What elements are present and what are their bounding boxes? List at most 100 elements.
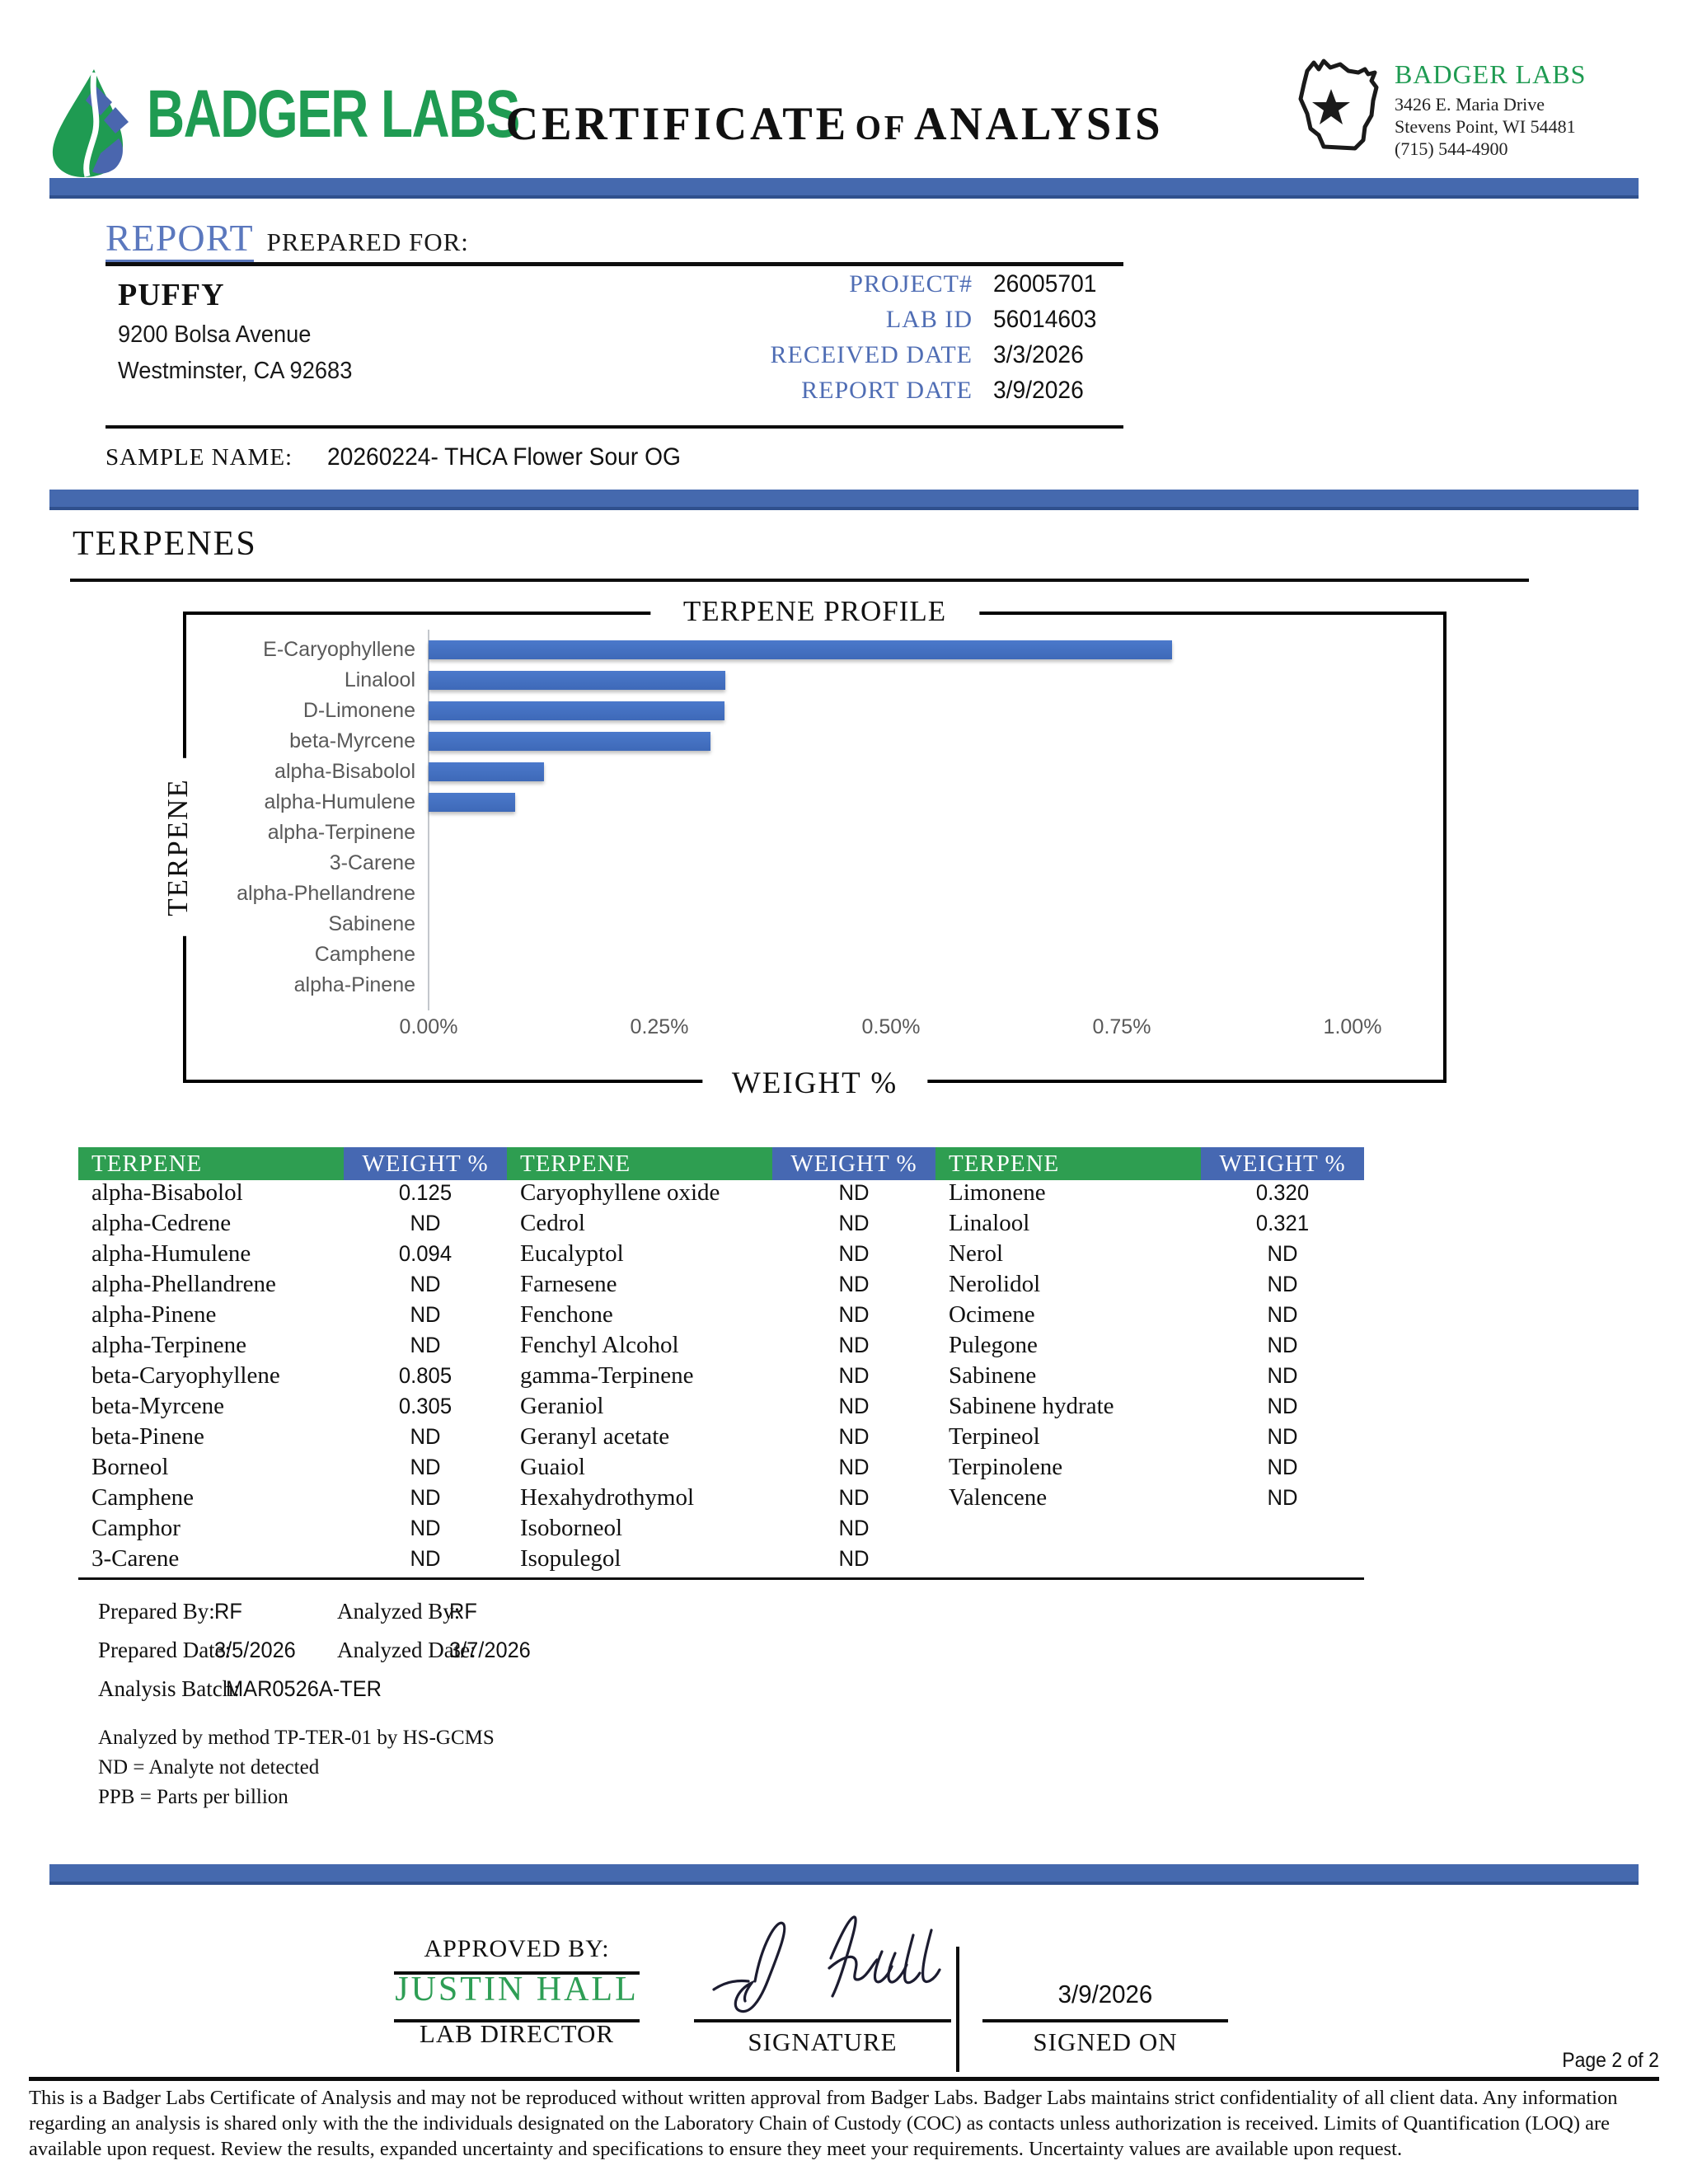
lab-address-line1: 3426 E. Maria Drive: [1395, 94, 1545, 115]
terpene-name-cell: beta-Caryophyllene: [91, 1362, 280, 1389]
report-field-label: PROJECT#: [849, 270, 973, 298]
terpene-name-cell: Terpineol: [949, 1423, 1040, 1450]
terpene-name-cell: Valencene: [949, 1484, 1048, 1511]
terpene-name-cell: alpha-Pinene: [91, 1301, 217, 1328]
chart-category-label: alpha-Bisabolol: [274, 760, 415, 783]
method-note: Analyzed by method TP-TER-01 by HS-GCMS: [98, 1727, 495, 1749]
chart-row: alpha-Terpinene: [186, 818, 1443, 848]
terpene-name-cell: Pulegone: [949, 1332, 1038, 1358]
report-field-row: RECEIVED DATE 3/3/2026: [626, 341, 1154, 377]
terpene-value-cell: ND: [838, 1363, 870, 1388]
terpene-value-cell: ND: [410, 1455, 441, 1479]
analyzed-date-value: 3/7/2026: [449, 1638, 531, 1662]
terpene-value-cell: 0.805: [398, 1363, 452, 1388]
terpene-value-cell: ND: [1267, 1241, 1298, 1266]
report-field-value: 3/9/2026: [993, 377, 1084, 404]
approved-underline-2: [394, 2019, 640, 2022]
chart-category-label: 3-Carene: [329, 851, 415, 874]
chart-bar: [429, 640, 1172, 659]
terpene-value-cell: ND: [838, 1302, 870, 1327]
approved-block: APPROVED BY: JUSTIN HALL LAB DIRECTOR: [394, 1935, 640, 2049]
chart-category-label: D-Limonene: [302, 699, 415, 722]
terpene-value-cell: ND: [410, 1516, 441, 1540]
chart-row: alpha-Phellandrene: [186, 879, 1443, 909]
terpene-value-cell: ND: [1267, 1272, 1298, 1296]
chart-row: D-Limonene: [186, 696, 1443, 726]
report-field-value: 26005701: [993, 270, 1097, 298]
chart-row: alpha-Humulene: [186, 787, 1443, 818]
terpene-name-cell: Fenchyl Alcohol: [520, 1332, 679, 1358]
client-address-line2: Westminster, CA 92683: [118, 358, 353, 384]
signature-line: [694, 2019, 951, 2022]
terpene-profile-chart: TERPENE PROFILE TERPENE WEIGHT % E-Caryo…: [162, 595, 1447, 1101]
table-header-weight: WEIGHT %: [344, 1147, 507, 1180]
terpene-name-cell: gamma-Terpinene: [520, 1362, 694, 1389]
analysis-meta: Prepared By: RF Analyzed By: RF Prepared…: [98, 1599, 922, 1812]
chart-category-label: alpha-Pinene: [293, 973, 415, 996]
approval-divider: [956, 1947, 959, 2072]
analysis-batch-label: Analysis Batch:: [98, 1676, 240, 1701]
analyzed-by-label: Analyzed By:: [337, 1599, 461, 1624]
chart-category-label: Sabinene: [328, 912, 415, 935]
report-heading-primary: REPORT: [106, 217, 254, 262]
terpene-name-cell: Isoborneol: [520, 1515, 623, 1541]
chart-category-label: alpha-Humulene: [264, 790, 415, 813]
lab-phone: (715) 544-4900: [1395, 138, 1508, 159]
chart-bar: [429, 701, 724, 720]
chart-title: TERPENE PROFILE: [649, 595, 980, 628]
terpene-name-cell: beta-Pinene: [91, 1423, 204, 1450]
terpene-value-cell: ND: [1267, 1333, 1298, 1357]
terpene-value-cell: ND: [838, 1455, 870, 1479]
chart-row: Linalool: [186, 665, 1443, 696]
section-title-terpenes: TERPENES: [73, 525, 257, 563]
client-address-line1: 9200 Bolsa Avenue: [118, 321, 312, 348]
terpene-name-cell: alpha-Cedrene: [91, 1210, 232, 1236]
prepared-date-value: 3/5/2026: [214, 1638, 296, 1662]
document-title: CERTIFICATE OF ANALYSIS: [461, 97, 1208, 151]
approved-by-label: APPROVED BY:: [424, 1935, 610, 1962]
chart-x-tick-label: 0.50%: [861, 1015, 921, 1038]
signed-date-value: 3/9/2026: [1057, 1980, 1153, 2008]
terpene-value-cell: ND: [1267, 1485, 1298, 1510]
terpene-value-cell: 0.125: [398, 1180, 452, 1205]
report-heading-secondary: PREPARED FOR:: [266, 227, 469, 256]
chart-category-label: alpha-Terpinene: [267, 821, 415, 844]
terpene-value-cell: ND: [838, 1211, 870, 1235]
terpene-value-cell: ND: [838, 1485, 870, 1510]
report-field-label: LAB ID: [885, 306, 973, 333]
title-word-certificate: CERTIFICATE: [505, 98, 849, 150]
chart-row: 3-Carene: [186, 848, 1443, 879]
table-header-weight: WEIGHT %: [772, 1147, 935, 1180]
chart-row: Sabinene: [186, 909, 1443, 940]
terpene-value-cell: ND: [838, 1516, 870, 1540]
terpene-value-cell: ND: [410, 1272, 441, 1296]
terpene-name-cell: Camphene: [91, 1484, 195, 1511]
lab-name: BADGER LABS: [1395, 59, 1587, 89]
terpene-table-group: TERPENE WEIGHT % Limonene 0.320 Linalool 0.32…: [935, 1147, 1364, 1574]
sample-name-value: 20260224- THCA Flower Sour OG: [327, 443, 682, 471]
terpene-name-cell: Camphor: [91, 1515, 181, 1541]
chart-row: Camphene: [186, 940, 1443, 970]
chart-category-label: Camphene: [314, 943, 415, 966]
terpene-value-cell: ND: [410, 1333, 441, 1357]
terpene-name-cell: Cedrol: [520, 1210, 585, 1236]
chart-x-tick-label: 0.75%: [1092, 1015, 1151, 1038]
report-field-row: REPORT DATE 3/9/2026: [626, 377, 1154, 412]
meta-row-by: Prepared By: RF Analyzed By: RF: [98, 1599, 922, 1638]
terpene-name-cell: Fenchone: [520, 1301, 613, 1328]
table-header-terpene: TERPENE: [507, 1147, 772, 1180]
terpene-value-cell: ND: [838, 1272, 870, 1296]
terpene-table: TERPENE WEIGHT % alpha-Bisabolol 0.125 alpha…: [78, 1147, 1364, 1574]
chart-category-label: E-Caryophyllene: [263, 638, 415, 661]
analyzed-date-label: Analyzed Date:: [337, 1638, 476, 1662]
prepared-by-value: RF: [214, 1599, 242, 1624]
badger-labs-logo-icon: [52, 69, 129, 178]
report-heading: REPORT PREPARED FOR:: [106, 216, 469, 262]
chart-row: alpha-Bisabolol: [186, 757, 1443, 787]
disclaimer-text: This is a Badger Labs Certificate of Ana…: [29, 2087, 1618, 2160]
terpene-value-cell: ND: [838, 1424, 870, 1449]
page-number: Page 2 of 2: [1562, 2049, 1659, 2072]
terpene-value-cell: ND: [838, 1394, 870, 1418]
divider-bar-middle: [49, 490, 1639, 510]
